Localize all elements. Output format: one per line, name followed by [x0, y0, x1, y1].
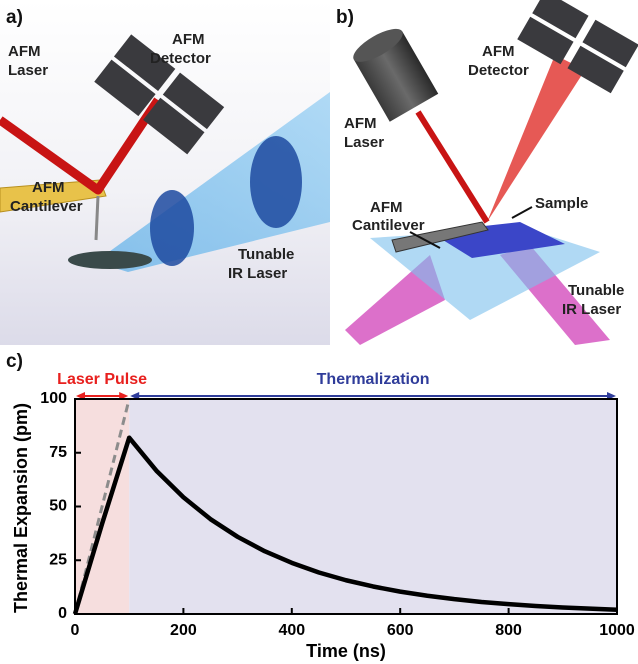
- label: Tunable: [238, 246, 294, 263]
- panel-label: b): [336, 7, 354, 28]
- detector: [94, 34, 225, 155]
- cantilever: [0, 179, 107, 213]
- cantilever: [391, 221, 489, 253]
- panel-label: a): [6, 7, 23, 28]
- x-tick-label: 800: [495, 622, 522, 639]
- label: Sample: [535, 195, 588, 212]
- guide-line: [73, 398, 131, 615]
- y-tick-label: 50: [49, 498, 67, 515]
- label: AFM: [482, 43, 515, 60]
- label: IR Laser: [562, 301, 621, 318]
- label: Laser: [8, 62, 48, 79]
- label: AFM: [344, 115, 377, 132]
- data-line: [72, 435, 618, 615]
- annotation: Laser Pulse: [57, 371, 147, 388]
- y-tick-label: 100: [40, 390, 67, 407]
- pointer: [409, 231, 441, 249]
- label: AFM: [8, 43, 41, 60]
- lens: [150, 190, 194, 266]
- y-tick-label: 25: [49, 551, 67, 568]
- chart: c) Time (ns) Thermal Expansion (pm) Lase…: [6, 351, 635, 661]
- label: Detector: [150, 50, 211, 67]
- detector: [517, 0, 638, 94]
- label: Laser: [344, 134, 384, 151]
- pointer: [511, 206, 533, 219]
- sample-shadow: [68, 251, 152, 269]
- label: Detector: [468, 62, 529, 79]
- x-tick-label: 1000: [599, 622, 635, 639]
- y-tick-label: 0: [58, 605, 67, 622]
- afm-laser-beam: [415, 110, 490, 224]
- label: AFM: [370, 199, 403, 216]
- y-tick-label: 75: [49, 444, 67, 461]
- laser-body: [353, 28, 439, 122]
- x-tick-label: 200: [170, 622, 197, 639]
- afm-laser-beam: [0, 97, 162, 195]
- label: AFM: [32, 179, 65, 196]
- panel-label: c): [6, 351, 23, 372]
- label: IR Laser: [228, 265, 287, 282]
- region: [129, 399, 617, 614]
- panel-a: a) AFM Laser AFM Detector AFM Cantilever…: [0, 0, 330, 345]
- label: Tunable: [568, 282, 624, 299]
- plot-frame: [74, 398, 618, 615]
- prism: [370, 228, 600, 320]
- label: Cantilever: [10, 198, 83, 215]
- label: AFM: [172, 31, 205, 48]
- label: Cantilever: [352, 217, 425, 234]
- panel-b: b) AFM Detector AFM Laser AFM Cantilever…: [336, 0, 638, 345]
- annotation: Thermalization: [317, 371, 430, 388]
- lens: [250, 136, 302, 228]
- y-axis-label: Thermal Expansion (pm): [11, 403, 31, 613]
- x-axis-label: Time (ns): [306, 641, 386, 661]
- afm-laser-beam: [487, 55, 585, 222]
- x-tick-label: 600: [387, 622, 414, 639]
- x-tick-label: 0: [71, 622, 80, 639]
- x-tick-label: 400: [278, 622, 305, 639]
- tip: [94, 195, 100, 241]
